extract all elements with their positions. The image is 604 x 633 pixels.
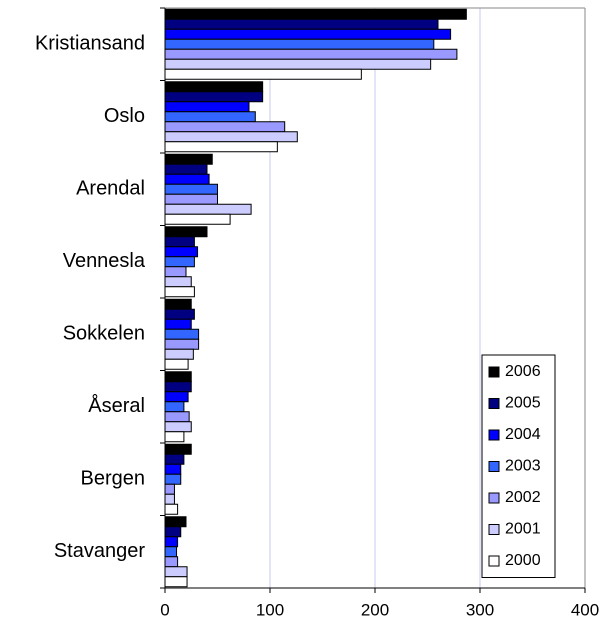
x-tick-label: 200 [361, 600, 389, 619]
bar [164, 371, 192, 383]
bar [164, 163, 208, 175]
bar [164, 516, 187, 528]
bar [164, 526, 182, 538]
bar [164, 391, 189, 403]
bar [164, 318, 192, 330]
bar [164, 256, 195, 268]
bar [164, 203, 252, 215]
legend-swatch [488, 524, 500, 535]
bar [164, 141, 278, 153]
bar [164, 328, 200, 340]
bar [164, 286, 195, 298]
bar [164, 493, 175, 505]
bar [164, 193, 218, 205]
category-label: Kristiansand [35, 33, 145, 55]
legend-label: 2006 [505, 363, 541, 380]
bar [164, 153, 213, 165]
category-label: Arendal [76, 178, 145, 200]
category-label: Sokkelen [63, 323, 145, 345]
bar [164, 48, 458, 60]
legend-swatch [488, 555, 500, 567]
bar [164, 58, 432, 70]
legend-label: 2004 [505, 426, 541, 443]
bar [164, 443, 192, 455]
legend-label: 2002 [505, 489, 541, 506]
legend-label: 2005 [505, 395, 541, 412]
bar [164, 173, 210, 185]
category-label: Bergen [81, 468, 146, 490]
bar [164, 81, 264, 93]
legend-swatch [488, 461, 500, 472]
bar [164, 28, 452, 40]
bar [164, 298, 192, 310]
bar [164, 183, 218, 195]
bar [164, 473, 182, 485]
bar [164, 276, 192, 288]
legend-swatch [488, 492, 500, 504]
x-tick-label: 100 [256, 600, 284, 619]
category-label: Vennesla [63, 250, 146, 272]
bar [164, 483, 175, 495]
bar [164, 503, 179, 515]
bar [164, 463, 182, 475]
legend-swatch [488, 398, 500, 409]
legend-label: 2003 [505, 458, 541, 475]
bar [164, 566, 188, 578]
bar [164, 453, 185, 465]
x-tick-label: 400 [571, 600, 599, 619]
category-label: Åseral [88, 394, 145, 417]
bar [164, 411, 190, 423]
bar [164, 131, 298, 143]
bar [164, 431, 185, 443]
bar [164, 38, 435, 50]
bar [164, 121, 286, 133]
legend-label: 2000 [505, 552, 541, 569]
legend-swatch [488, 366, 500, 378]
category-label: Stavanger [54, 540, 146, 562]
bar [164, 266, 187, 278]
bar [164, 101, 250, 113]
bar [164, 91, 264, 103]
bar [164, 338, 200, 350]
bar [164, 111, 256, 123]
bar [164, 546, 178, 558]
bar [164, 381, 192, 393]
legend-swatch [488, 429, 500, 441]
bar [164, 213, 231, 225]
bar [164, 246, 199, 258]
bar [164, 18, 439, 30]
bar [164, 68, 362, 80]
bar [164, 236, 195, 248]
category-label: Oslo [104, 105, 145, 127]
bar [164, 536, 179, 548]
x-tick-label: 0 [160, 600, 169, 619]
bar [164, 556, 179, 568]
bar [164, 576, 188, 588]
bar [164, 8, 467, 20]
bar [164, 421, 192, 433]
bar [164, 348, 194, 360]
bar [164, 308, 195, 320]
x-tick-label: 300 [466, 600, 494, 619]
bar [164, 226, 208, 238]
bar [164, 358, 189, 370]
legend-label: 2001 [505, 521, 541, 538]
bar [164, 401, 185, 413]
